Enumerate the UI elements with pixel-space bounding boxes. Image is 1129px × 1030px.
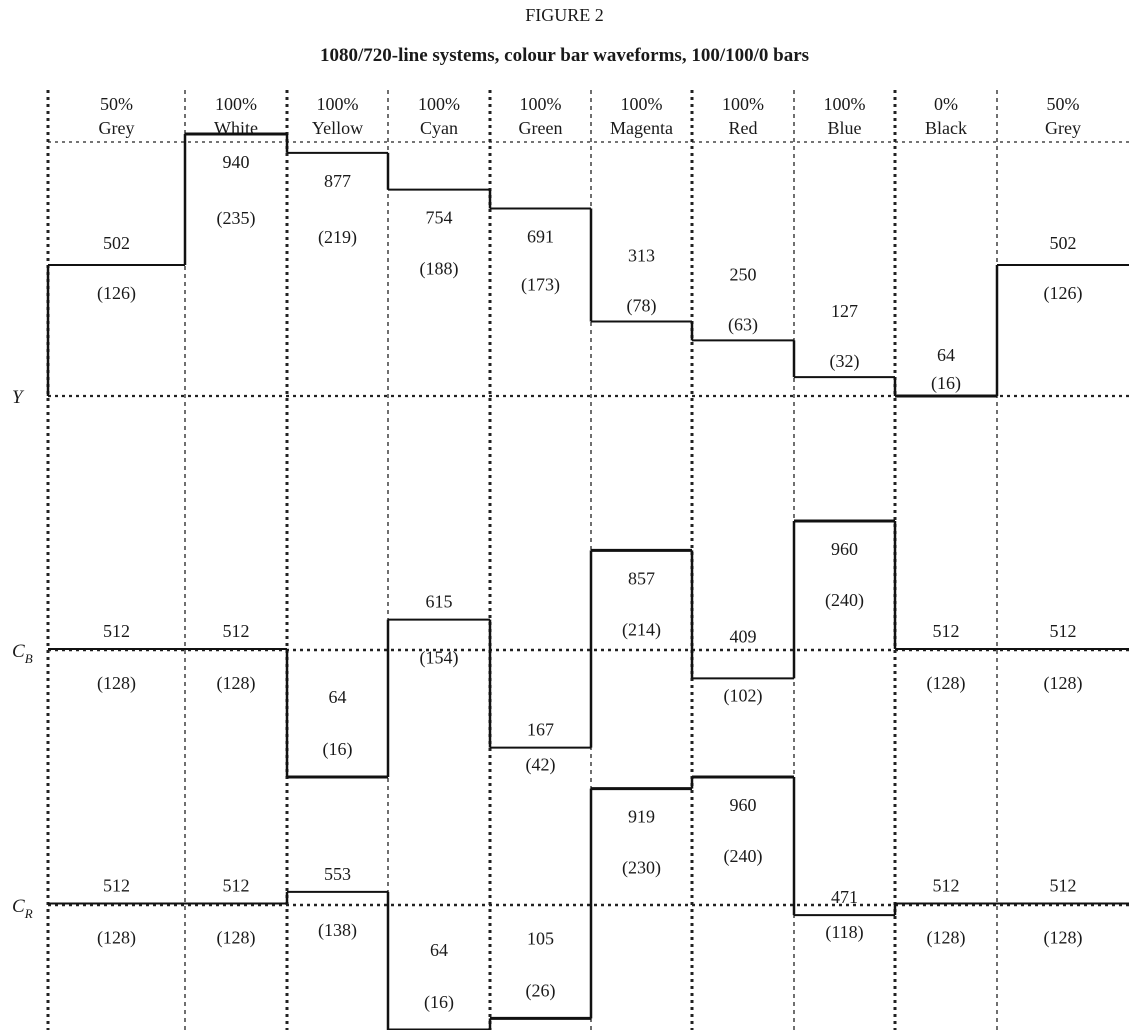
bar-name-label: Grey: [1045, 118, 1081, 138]
value-label-10bit: 857: [628, 568, 655, 588]
value-label-10bit: 105: [527, 928, 554, 948]
bar-name-label: Red: [729, 118, 758, 138]
bar-percent-label: 50%: [1047, 94, 1080, 114]
value-label-10bit: 64: [430, 940, 448, 960]
value-label-10bit: 512: [1050, 876, 1077, 896]
bar-percent-label: 100%: [215, 94, 257, 114]
bar-percent-label: 100%: [520, 94, 562, 114]
value-label-8bit: (32): [830, 351, 860, 372]
value-label-8bit: (240): [825, 590, 864, 611]
value-label-8bit: (128): [217, 928, 256, 949]
value-label-10bit: 877: [324, 171, 351, 191]
value-label-8bit: (128): [1044, 928, 1083, 949]
value-label-10bit: 919: [628, 807, 655, 827]
value-label-10bit: 512: [1050, 621, 1077, 641]
value-label-8bit: (138): [318, 920, 357, 941]
value-label-8bit: (188): [420, 259, 459, 280]
value-label-10bit: 512: [223, 876, 250, 896]
bar-name-label: Green: [519, 118, 563, 138]
value-label-8bit: (128): [97, 673, 136, 694]
value-label-10bit: 502: [103, 233, 130, 253]
bar-name-label: Grey: [99, 118, 135, 138]
value-label-8bit: (26): [526, 980, 556, 1001]
value-label-8bit: (128): [97, 928, 136, 949]
bar-percent-label: 100%: [418, 94, 460, 114]
series-label-cr: CR: [12, 896, 33, 921]
bar-name-label: Blue: [828, 118, 862, 138]
value-label-10bit: 64: [329, 687, 347, 707]
value-label-10bit: 615: [426, 592, 453, 612]
value-label-8bit: (118): [825, 922, 863, 943]
value-label-8bit: (240): [724, 846, 763, 867]
value-label-10bit: 960: [831, 539, 858, 559]
series-label-cb: CB: [12, 641, 33, 666]
value-label-8bit: (154): [420, 648, 459, 669]
value-label-10bit: 960: [730, 795, 757, 815]
value-label-10bit: 502: [1050, 233, 1077, 253]
value-label-8bit: (214): [622, 619, 661, 640]
value-label-10bit: 754: [426, 208, 453, 228]
series-label-subscript: R: [24, 906, 33, 921]
value-label-10bit: 127: [831, 301, 858, 321]
value-label-8bit: (128): [927, 928, 966, 949]
value-label-8bit: (102): [724, 685, 763, 706]
value-label-8bit: (235): [217, 208, 256, 229]
value-label-10bit: 512: [933, 621, 960, 641]
bar-percent-label: 0%: [934, 94, 958, 114]
value-label-8bit: (126): [1044, 283, 1083, 304]
value-label-8bit: (128): [1044, 673, 1083, 694]
value-label-10bit: 512: [103, 876, 130, 896]
figure-label: FIGURE 2: [525, 5, 604, 25]
value-label-8bit: (16): [323, 739, 353, 760]
value-label-8bit: (219): [318, 227, 357, 248]
value-label-8bit: (63): [728, 314, 758, 335]
value-label-10bit: 691: [527, 226, 554, 246]
bar-percent-label: 100%: [824, 94, 866, 114]
value-label-10bit: 512: [223, 621, 250, 641]
figure-title: 1080/720-line systems, colour bar wavefo…: [319, 45, 810, 66]
series-label-subscript: B: [25, 651, 33, 666]
value-label-8bit: (173): [521, 274, 560, 295]
value-label-8bit: (128): [927, 673, 966, 694]
value-label-10bit: 167: [527, 720, 554, 740]
value-label-8bit: (126): [97, 283, 136, 304]
value-label-8bit: (16): [424, 992, 454, 1013]
value-label-10bit: 553: [324, 864, 351, 884]
value-label-10bit: 512: [103, 621, 130, 641]
bar-percent-label: 100%: [317, 94, 359, 114]
bar-name-label: Cyan: [420, 118, 458, 138]
value-label-8bit: (78): [627, 296, 657, 317]
value-label-10bit: 409: [730, 626, 757, 646]
bar-percent-label: 50%: [100, 94, 133, 114]
value-label-8bit: (128): [217, 673, 256, 694]
value-label-10bit: 313: [628, 246, 655, 266]
bar-name-label: Yellow: [312, 118, 363, 138]
bar-percent-label: 100%: [722, 94, 764, 114]
value-label-8bit: (42): [526, 755, 556, 776]
value-label-10bit: 512: [933, 876, 960, 896]
value-label-10bit: 940: [223, 152, 250, 172]
bar-name-label: Magenta: [610, 118, 673, 138]
value-label-8bit: (230): [622, 858, 661, 879]
series-label-y: Y: [12, 387, 25, 408]
value-label-10bit: 64: [937, 345, 955, 365]
bar-name-label: Black: [925, 118, 967, 138]
value-label-10bit: 250: [730, 264, 757, 284]
bar-percent-label: 100%: [621, 94, 663, 114]
value-label-8bit: (16): [931, 373, 961, 394]
value-label-10bit: 471: [831, 887, 858, 907]
